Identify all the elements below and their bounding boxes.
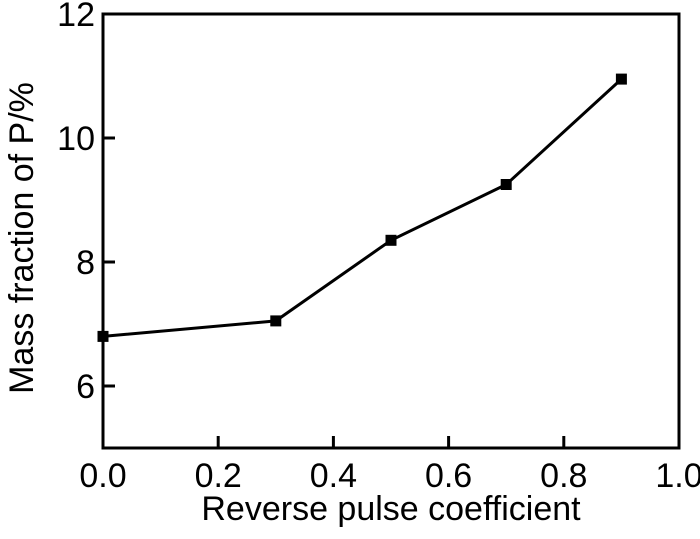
y-tick-label: 12 xyxy=(57,0,95,34)
x-tick-label: 0.6 xyxy=(425,457,472,495)
data-point-marker xyxy=(385,234,397,246)
x-tick-label: 0.2 xyxy=(195,457,242,495)
y-axis-title: Mass fraction of P/% xyxy=(3,82,41,394)
data-point-marker xyxy=(615,73,627,85)
x-tick-label: 1.0 xyxy=(655,457,700,495)
data-point-marker xyxy=(270,315,282,327)
y-tick-label: 10 xyxy=(57,120,95,158)
axes-frame xyxy=(101,12,681,450)
y-tick-label: 8 xyxy=(76,244,95,282)
y-tick-label: 6 xyxy=(76,368,95,406)
x-tick-label: 0.4 xyxy=(310,457,357,495)
data-point-marker xyxy=(97,330,109,342)
x-axis-title: Reverse pulse coefficient xyxy=(201,490,581,528)
data-point-marker xyxy=(500,179,512,190)
data-line xyxy=(102,77,623,338)
x-tick-label: 0.8 xyxy=(540,457,587,495)
x-tick-label: 0.0 xyxy=(79,457,126,495)
